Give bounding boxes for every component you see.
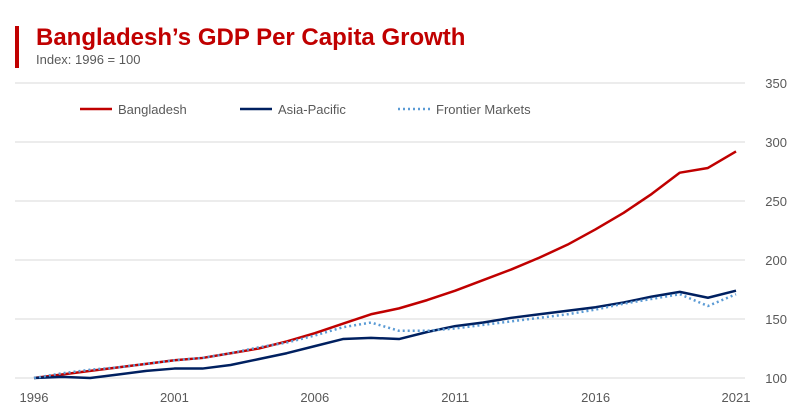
chart-subtitle: Index: 1996 = 100 [36,52,141,67]
y-tick-label: 300 [765,135,787,150]
x-tick-label: 2001 [160,390,189,405]
x-tick-label: 2021 [722,390,751,405]
y-tick-label: 100 [765,371,787,386]
legend-label: Bangladesh [118,102,187,117]
x-tick-label: 1996 [20,390,49,405]
title-accent-bar [15,26,19,68]
y-tick-label: 200 [765,253,787,268]
legend-label: Frontier Markets [436,102,531,117]
legend-label: Asia-Pacific [278,102,346,117]
x-tick-label: 2006 [300,390,329,405]
y-tick-label: 150 [765,312,787,327]
x-tick-label: 2016 [581,390,610,405]
y-tick-label: 350 [765,76,787,91]
series-line-frontier-markets [33,292,737,380]
y-tick-label: 250 [765,194,787,209]
series-line-bangladesh [33,150,737,380]
chart-title: Bangladesh’s GDP Per Capita Growth [36,24,466,51]
x-tick-label: 2011 [441,390,469,405]
series-line-asia-pacific [33,289,737,380]
